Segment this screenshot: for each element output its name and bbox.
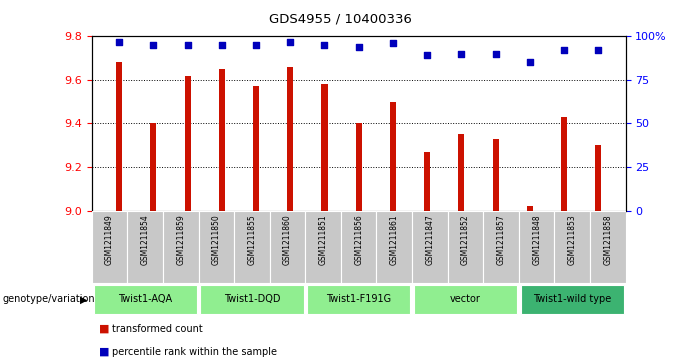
Bar bbox=[492, 139, 498, 211]
Bar bbox=[595, 145, 601, 211]
Bar bbox=[458, 134, 464, 211]
Bar bbox=[519, 211, 554, 283]
Bar bbox=[424, 152, 430, 211]
Bar bbox=[521, 285, 624, 314]
Bar bbox=[554, 211, 590, 283]
Bar bbox=[447, 211, 483, 283]
Bar bbox=[150, 123, 156, 211]
Bar bbox=[305, 211, 341, 283]
Text: ▶: ▶ bbox=[80, 294, 88, 305]
Point bbox=[251, 42, 262, 48]
Text: GSM1211859: GSM1211859 bbox=[176, 214, 185, 265]
Bar bbox=[287, 67, 293, 211]
Text: GSM1211853: GSM1211853 bbox=[568, 214, 577, 265]
Text: GSM1211850: GSM1211850 bbox=[212, 214, 221, 265]
Bar bbox=[199, 211, 234, 283]
Bar bbox=[92, 211, 127, 283]
Bar bbox=[127, 211, 163, 283]
Text: percentile rank within the sample: percentile rank within the sample bbox=[112, 347, 277, 357]
Text: GSM1211860: GSM1211860 bbox=[283, 214, 292, 265]
Text: GSM1211851: GSM1211851 bbox=[319, 214, 328, 265]
Text: GSM1211848: GSM1211848 bbox=[532, 214, 541, 265]
Point bbox=[422, 53, 432, 58]
Point bbox=[114, 38, 124, 44]
Bar bbox=[219, 69, 225, 211]
Point bbox=[319, 42, 330, 48]
Point bbox=[388, 40, 398, 46]
Bar bbox=[201, 285, 303, 314]
Text: vector: vector bbox=[450, 294, 481, 305]
Bar bbox=[163, 211, 199, 283]
Point bbox=[354, 44, 364, 50]
Bar bbox=[307, 285, 410, 314]
Bar bbox=[527, 206, 533, 211]
Bar bbox=[341, 211, 377, 283]
Point bbox=[148, 42, 159, 48]
Point bbox=[285, 38, 296, 44]
Text: transformed count: transformed count bbox=[112, 323, 203, 334]
Point bbox=[456, 51, 466, 57]
Text: GSM1211847: GSM1211847 bbox=[426, 214, 435, 265]
Bar bbox=[116, 62, 122, 211]
Bar bbox=[253, 86, 259, 211]
Point bbox=[216, 42, 227, 48]
Text: GSM1211856: GSM1211856 bbox=[354, 214, 363, 265]
Text: GSM1211855: GSM1211855 bbox=[248, 214, 256, 265]
Bar bbox=[356, 123, 362, 211]
Point bbox=[182, 42, 193, 48]
Bar bbox=[414, 285, 517, 314]
Text: GDS4955 / 10400336: GDS4955 / 10400336 bbox=[269, 13, 411, 26]
Text: GSM1211854: GSM1211854 bbox=[141, 214, 150, 265]
Text: ■: ■ bbox=[99, 347, 109, 357]
Text: GSM1211858: GSM1211858 bbox=[603, 214, 612, 265]
Point bbox=[558, 47, 569, 53]
Point bbox=[524, 60, 535, 65]
Bar bbox=[483, 211, 519, 283]
Point bbox=[490, 51, 501, 57]
Text: Twist1-F191G: Twist1-F191G bbox=[326, 294, 391, 305]
Text: genotype/variation: genotype/variation bbox=[2, 294, 95, 305]
Bar bbox=[270, 211, 305, 283]
Bar bbox=[590, 211, 626, 283]
Text: GSM1211861: GSM1211861 bbox=[390, 214, 398, 265]
Text: GSM1211852: GSM1211852 bbox=[461, 214, 470, 265]
Text: Twist1-DQD: Twist1-DQD bbox=[224, 294, 280, 305]
Bar bbox=[377, 211, 412, 283]
Bar bbox=[412, 211, 447, 283]
Bar bbox=[561, 117, 567, 211]
Text: GSM1211849: GSM1211849 bbox=[105, 214, 114, 265]
Bar bbox=[184, 76, 190, 211]
Bar bbox=[390, 102, 396, 211]
Text: ■: ■ bbox=[99, 323, 109, 334]
Bar bbox=[234, 211, 270, 283]
Text: GSM1211857: GSM1211857 bbox=[496, 214, 505, 265]
Point bbox=[593, 47, 604, 53]
Bar bbox=[322, 84, 328, 211]
Bar bbox=[94, 285, 197, 314]
Text: Twist1-AQA: Twist1-AQA bbox=[118, 294, 172, 305]
Text: Twist1-wild type: Twist1-wild type bbox=[533, 294, 611, 305]
